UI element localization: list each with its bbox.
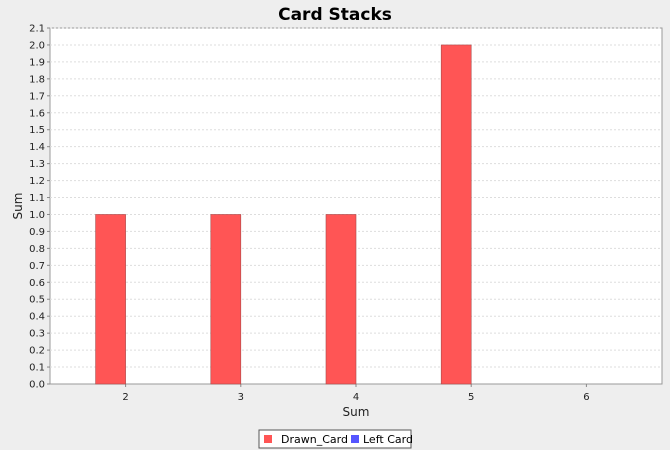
y-tick-label: 0.4	[29, 312, 45, 323]
y-tick-label: 1.6	[29, 108, 45, 119]
y-tick-label: 1.5	[29, 125, 45, 136]
legend-swatch-left-card	[351, 435, 359, 443]
y-tick-label: 1.3	[29, 159, 45, 170]
bar-drawn-card-3	[210, 214, 242, 385]
legend-label-left-card: Left Card	[363, 433, 413, 446]
y-axis-label: Sum	[11, 193, 25, 220]
x-tick-label: 6	[583, 392, 589, 403]
x-tick-label: 4	[353, 392, 359, 403]
bar-drawn-card-2	[95, 214, 126, 385]
bars	[95, 44, 472, 385]
y-tick-label: 0.1	[29, 363, 45, 374]
y-tick-label: 0.0	[29, 380, 45, 391]
chart-title: Card Stacks	[278, 5, 392, 25]
y-tick-label: 2.1	[29, 24, 45, 35]
x-tick-label: 3	[238, 392, 244, 403]
y-tick-label: 0.5	[29, 295, 45, 306]
bar-drawn-card-5	[440, 44, 472, 385]
x-tick-label: 5	[468, 392, 474, 403]
y-tick-label: 0.7	[29, 261, 45, 272]
y-tick-label: 0.6	[29, 278, 45, 289]
y-tick-label: 1.9	[29, 57, 45, 68]
y-tick-label: 2.0	[29, 40, 45, 51]
y-tick-label: 0.3	[29, 329, 45, 340]
y-tick-label: 0.2	[29, 346, 45, 357]
y-tick-label: 0.9	[29, 227, 45, 238]
legend-swatch-drawn-card	[264, 435, 272, 443]
legend: Drawn_Card Left Card	[258, 429, 413, 449]
x-axis-ticks: 2 3 4 5 6	[122, 384, 590, 403]
x-axis-label: Sum	[343, 405, 370, 419]
y-tick-label: 1.4	[29, 142, 45, 153]
y-axis-ticks: 0.0 0.1 0.2 0.3 0.4 0.5 0.6 0.7 0.8 0.9 1.0 1.1 1.2 1…	[29, 24, 50, 391]
y-tick-label: 1.0	[29, 210, 45, 221]
y-tick-label: 1.2	[29, 176, 45, 187]
legend-label-drawn-card: Drawn_Card	[281, 433, 348, 446]
y-tick-label: 0.8	[29, 244, 45, 255]
y-tick-label: 1.7	[29, 91, 45, 102]
legend-box	[258, 429, 412, 449]
x-tick-label: 2	[122, 392, 128, 403]
y-tick-label: 1.8	[29, 74, 45, 85]
y-tick-label: 1.1	[29, 193, 45, 204]
bar-drawn-card-4	[325, 214, 357, 385]
